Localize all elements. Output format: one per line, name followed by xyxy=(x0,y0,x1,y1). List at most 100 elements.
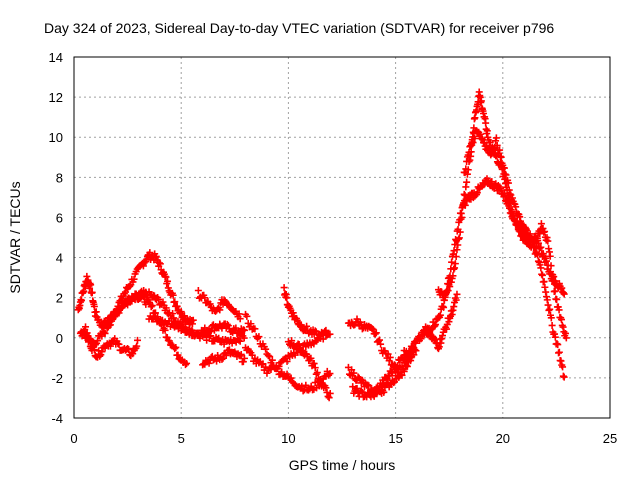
data-point xyxy=(562,329,570,337)
data-point xyxy=(82,323,90,331)
data-point xyxy=(449,272,457,280)
data-point xyxy=(522,225,530,233)
data-point xyxy=(243,312,251,320)
data-point xyxy=(504,179,512,187)
data-point xyxy=(477,97,485,105)
data-point xyxy=(283,370,291,378)
data-point xyxy=(456,228,464,236)
data-point xyxy=(201,294,209,302)
data-point xyxy=(455,235,463,243)
data-point xyxy=(357,387,365,395)
data-point xyxy=(95,347,103,355)
data-point xyxy=(283,294,291,302)
data-point xyxy=(380,388,388,396)
data-point xyxy=(222,351,230,359)
data-point xyxy=(369,325,377,333)
data-point xyxy=(400,347,408,355)
data-point xyxy=(551,287,559,295)
data-point xyxy=(171,298,179,306)
data-point xyxy=(555,306,563,314)
data-point xyxy=(299,387,307,395)
data-point xyxy=(101,329,109,337)
data-point xyxy=(438,335,446,343)
data-point xyxy=(502,171,510,179)
data-point xyxy=(181,361,189,369)
y-tick-label: -2 xyxy=(51,371,63,386)
data-point xyxy=(288,337,296,345)
data-point xyxy=(106,321,114,329)
data-point xyxy=(275,362,283,370)
y-tick-label: 12 xyxy=(49,90,63,105)
x-tick-label: 10 xyxy=(281,431,295,446)
data-point xyxy=(543,296,551,304)
data-point xyxy=(403,362,411,370)
data-point xyxy=(443,325,451,333)
data-point xyxy=(488,150,496,158)
data-point xyxy=(560,290,568,298)
y-tick-label: 4 xyxy=(56,251,63,266)
data-point xyxy=(221,297,229,305)
data-point xyxy=(94,337,102,345)
data-point xyxy=(325,394,333,402)
data-point xyxy=(152,252,160,260)
y-tick-label: 14 xyxy=(49,50,63,65)
data-point xyxy=(128,297,136,305)
data-point xyxy=(207,332,215,340)
data-point xyxy=(216,306,224,314)
data-point xyxy=(321,327,329,335)
data-point xyxy=(547,262,555,270)
data-point xyxy=(562,334,570,342)
data-point xyxy=(545,248,553,256)
data-point xyxy=(139,291,147,299)
data-point xyxy=(156,260,164,268)
data-point xyxy=(488,178,496,186)
data-point xyxy=(559,323,567,331)
data-point xyxy=(505,186,513,194)
data-point xyxy=(542,288,550,296)
data-point xyxy=(155,295,163,303)
data-point xyxy=(452,296,460,304)
data-point xyxy=(87,281,95,289)
data-point xyxy=(188,320,196,328)
data-point xyxy=(311,327,319,335)
x-tick-label: 20 xyxy=(496,431,510,446)
data-point xyxy=(557,316,565,324)
data-point xyxy=(455,234,463,242)
data-point xyxy=(487,151,495,159)
data-point xyxy=(151,309,159,317)
data-point xyxy=(194,286,202,294)
data-point xyxy=(541,283,549,291)
x-tick-label: 5 xyxy=(178,431,185,446)
data-point xyxy=(159,298,167,306)
data-point xyxy=(454,241,462,249)
data-point xyxy=(547,314,555,322)
data-point xyxy=(172,320,180,328)
data-point xyxy=(543,234,551,242)
data-point xyxy=(240,354,248,362)
data-point xyxy=(444,287,452,295)
data-point xyxy=(283,357,291,365)
data-point xyxy=(169,291,177,299)
data-point xyxy=(287,374,295,382)
data-point xyxy=(431,322,439,330)
data-point xyxy=(123,299,131,307)
data-point xyxy=(540,278,548,286)
data-point xyxy=(483,127,491,135)
data-point xyxy=(240,326,248,334)
data-point xyxy=(394,362,402,370)
data-point xyxy=(516,213,524,221)
data-point xyxy=(398,371,406,379)
data-point xyxy=(406,349,414,357)
data-point xyxy=(174,351,182,359)
data-point xyxy=(486,138,494,146)
data-point xyxy=(171,345,179,353)
data-point xyxy=(224,322,232,330)
x-tick-label: 0 xyxy=(70,431,77,446)
data-point xyxy=(189,316,197,324)
data-point xyxy=(551,330,559,338)
data-point xyxy=(313,369,321,377)
data-point xyxy=(130,275,138,283)
data-point xyxy=(239,358,247,366)
data-point xyxy=(161,326,169,334)
data-point xyxy=(555,348,563,356)
